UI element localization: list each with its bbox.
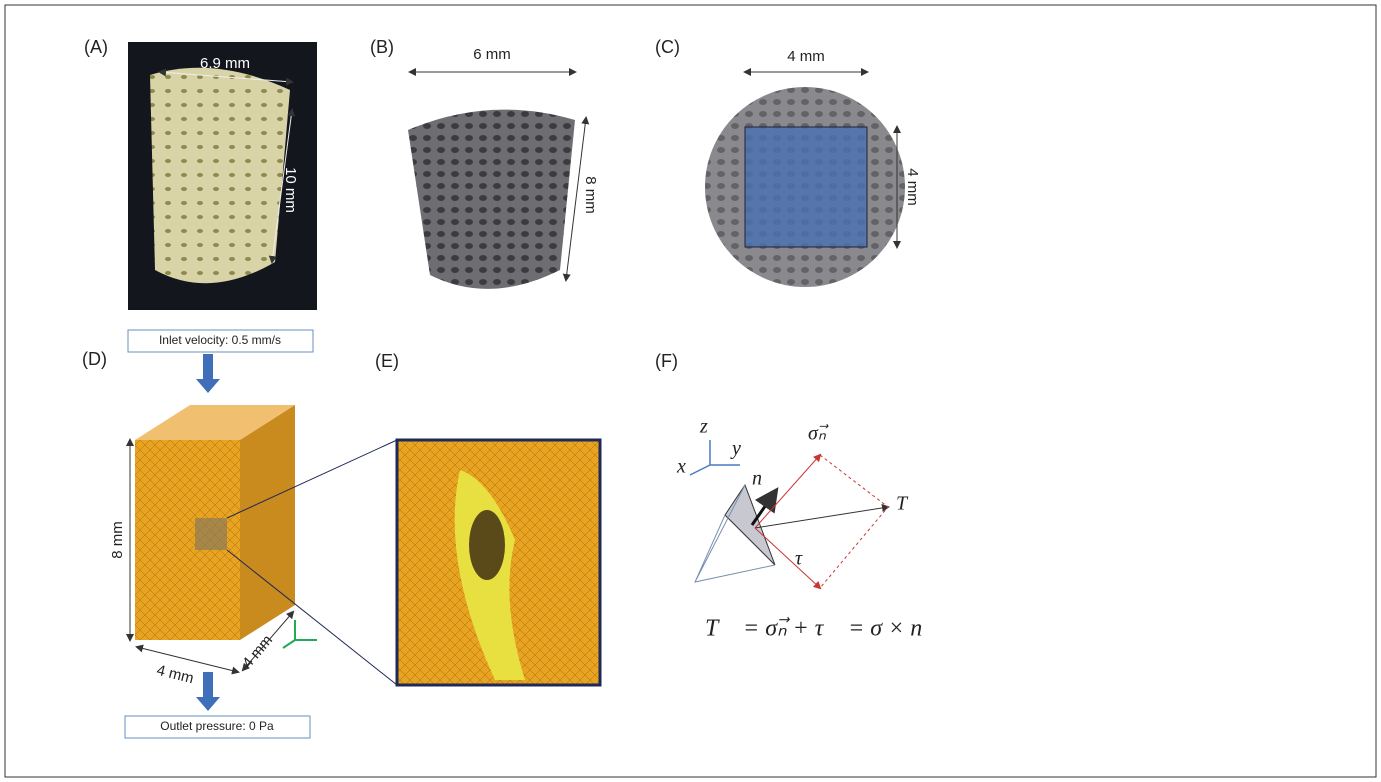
panel-label: (D) <box>82 349 107 369</box>
vector-label: σₙ⃗ <box>808 423 829 445</box>
axes <box>689 440 740 476</box>
vector-label: T⃗ <box>896 493 923 515</box>
zoom-region <box>195 518 227 550</box>
dim-label: 6.9 mm <box>200 55 250 72</box>
dim-line <box>158 68 294 86</box>
panel-label: (F) <box>655 351 678 371</box>
inlet-label: Inlet velocity: 0.5 mm/s <box>159 333 281 347</box>
tetra-face <box>724 483 776 566</box>
panel-label: (E) <box>375 351 399 371</box>
tetra-edges <box>694 484 776 583</box>
axis-label: y⃗ <box>730 438 756 460</box>
panel-label: (A) <box>84 37 108 57</box>
frame <box>4 4 1377 778</box>
dim-line <box>241 610 295 672</box>
prism-side <box>240 405 295 640</box>
dim-label: 6 mm <box>473 46 511 63</box>
axis-label: x⃗ <box>676 456 701 478</box>
dim-label: 4 mm <box>787 48 825 65</box>
outlet-label: Outlet pressure: 0 Pa <box>160 719 274 733</box>
flow-arrow <box>196 354 220 393</box>
equation: T⃗ = σₙ⃗ + τ⃗ = σ × n⃗ <box>705 616 941 642</box>
vector-label: n⃗ <box>752 468 778 490</box>
dim-label: 8 mm <box>582 176 599 214</box>
roi <box>744 126 868 248</box>
bone-sample <box>150 67 290 284</box>
tau-vector <box>754 527 822 590</box>
panel-label: (C) <box>655 37 680 57</box>
dim-line <box>135 644 240 675</box>
sigma-vector <box>754 453 822 529</box>
zoom-line <box>226 439 398 519</box>
panel-label: (B) <box>370 37 394 57</box>
axis-label: z⃗ <box>699 416 723 438</box>
inlet-box <box>127 329 314 353</box>
traction-vector <box>754 503 890 529</box>
normal-vector <box>750 487 779 526</box>
outlet-box <box>124 715 311 739</box>
dim-label: 8 mm <box>109 521 126 559</box>
zoom-line <box>226 549 398 686</box>
flow-arrow <box>196 672 220 711</box>
vector-label: τ⃗ <box>795 548 818 570</box>
prism-top <box>135 405 295 440</box>
dim-line <box>268 108 296 264</box>
pore <box>469 510 505 580</box>
axes-icon <box>282 620 317 649</box>
dim-label: 4 mm <box>904 168 921 206</box>
dim-label: 10 mm <box>282 167 299 213</box>
dim-label: 4 mm <box>155 662 195 688</box>
dim-line <box>562 116 590 282</box>
scaffold <box>408 109 575 289</box>
parallelogram <box>819 454 889 589</box>
